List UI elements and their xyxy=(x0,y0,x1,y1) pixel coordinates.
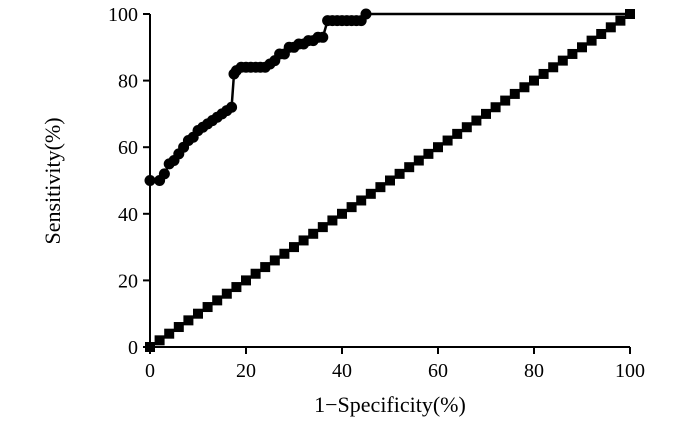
series-2-point xyxy=(279,248,290,259)
series-2-point xyxy=(183,315,194,326)
series-2-point xyxy=(250,268,261,279)
series-2-point xyxy=(365,188,376,199)
series-2-point xyxy=(164,328,175,339)
series-2 xyxy=(145,9,635,352)
series-1 xyxy=(144,8,630,186)
series-2-point xyxy=(548,62,559,73)
series-2-point xyxy=(231,282,242,293)
series-2-point xyxy=(538,68,549,79)
series-2-point xyxy=(423,148,434,159)
series-2-point xyxy=(481,108,491,119)
axes xyxy=(149,14,630,348)
series-2-point xyxy=(500,95,511,106)
series-2-point xyxy=(327,215,338,226)
x-tick-label: 60 xyxy=(428,360,448,382)
series-2-point xyxy=(173,322,184,333)
series-2-point xyxy=(337,208,347,219)
series-2-point xyxy=(596,28,607,39)
series-2-point xyxy=(452,128,463,139)
series-2-point xyxy=(202,302,213,313)
y-tick-label: 100 xyxy=(108,4,138,26)
series-2-point xyxy=(241,275,251,286)
plot-area xyxy=(144,8,635,352)
y-tick-label: 40 xyxy=(118,204,138,226)
y-tick-label: 0 xyxy=(128,337,138,359)
series-2-point xyxy=(317,222,328,233)
series-2-point xyxy=(529,75,539,86)
series-2-point xyxy=(394,168,405,179)
y-tick-label: 20 xyxy=(118,270,138,292)
series-2-point xyxy=(557,55,568,66)
series-2-point xyxy=(385,175,395,186)
series-2-point xyxy=(490,102,501,113)
series-2-point xyxy=(586,35,597,46)
series-2-point xyxy=(346,202,357,213)
series-2-point xyxy=(154,335,165,346)
series-2-point xyxy=(577,42,587,53)
series-2-point xyxy=(356,195,367,206)
x-tick-label: 20 xyxy=(236,360,256,382)
x-tick-label: 80 xyxy=(524,360,544,382)
series-2-point xyxy=(289,242,299,253)
series-2-point xyxy=(605,22,616,33)
series-2-point xyxy=(625,9,635,19)
series-2-point xyxy=(442,135,453,146)
series-2-point xyxy=(433,142,443,153)
y-tick-label: 60 xyxy=(118,137,138,159)
series-2-point xyxy=(221,288,232,299)
series-2-point xyxy=(375,182,386,193)
series-2-point xyxy=(298,235,309,246)
x-axis-title: 1−Specificity(%) xyxy=(314,392,466,417)
series-2-point xyxy=(404,162,415,173)
series-2-point xyxy=(519,82,530,93)
y-axis-title: Sensitivity(%) xyxy=(40,117,65,244)
series-2-point xyxy=(509,88,520,99)
series-2-point xyxy=(260,262,271,273)
x-tick-label: 40 xyxy=(332,360,352,382)
series-2-point xyxy=(193,308,203,319)
series-2-point xyxy=(308,228,319,239)
x-tick-label: 0 xyxy=(145,360,155,382)
series-2-point xyxy=(269,255,280,266)
series-2-point xyxy=(615,15,626,26)
series-2-point xyxy=(212,295,223,306)
series-2-point xyxy=(413,155,424,166)
series-2-point xyxy=(471,115,482,126)
series-1-line xyxy=(150,12,630,182)
series-1-point xyxy=(360,8,372,20)
series-1-point xyxy=(317,31,329,43)
x-tick-label: 100 xyxy=(615,360,645,382)
x-ticks: 0 20 40 60 80 100 xyxy=(145,347,645,382)
series-1-point xyxy=(226,101,238,113)
y-ticks: 0 20 40 60 80 100 xyxy=(108,4,150,359)
series-1-point xyxy=(158,168,170,180)
y-tick-label: 80 xyxy=(118,71,138,93)
series-2-point xyxy=(567,48,578,59)
series-2-point xyxy=(461,122,472,133)
